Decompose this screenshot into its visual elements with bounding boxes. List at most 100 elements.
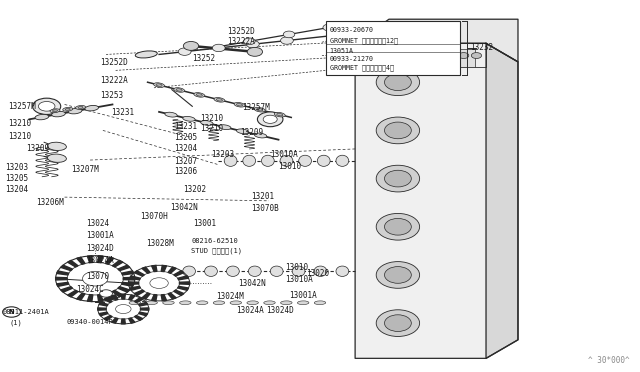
Text: ^ 30*000^: ^ 30*000^ [588, 356, 630, 365]
Text: 13206: 13206 [174, 167, 198, 176]
Ellipse shape [52, 110, 58, 112]
Polygon shape [57, 271, 68, 275]
Polygon shape [99, 302, 108, 306]
Ellipse shape [234, 102, 245, 107]
Text: 13203: 13203 [5, 163, 28, 172]
Polygon shape [124, 278, 135, 280]
Ellipse shape [376, 117, 420, 144]
Polygon shape [113, 260, 123, 267]
Ellipse shape [243, 155, 255, 166]
Circle shape [459, 52, 468, 58]
Text: 13257M: 13257M [8, 102, 36, 111]
Polygon shape [122, 282, 134, 286]
Text: 13206M: 13206M [36, 198, 63, 207]
Text: 13024C: 13024C [76, 285, 104, 294]
Ellipse shape [270, 266, 283, 276]
Polygon shape [152, 295, 157, 301]
Ellipse shape [224, 155, 237, 166]
Circle shape [471, 52, 481, 58]
Ellipse shape [173, 88, 185, 92]
Circle shape [401, 52, 412, 58]
Ellipse shape [35, 114, 49, 120]
Circle shape [116, 305, 131, 314]
Polygon shape [179, 282, 189, 284]
Polygon shape [134, 290, 145, 295]
Text: 13222A: 13222A [100, 76, 127, 85]
Ellipse shape [275, 112, 285, 117]
Text: 13024M: 13024M [216, 292, 244, 301]
Polygon shape [134, 315, 143, 320]
Text: 13252D: 13252D [227, 26, 255, 36]
Ellipse shape [68, 108, 82, 114]
Text: 13210: 13210 [200, 114, 224, 123]
Polygon shape [130, 286, 140, 290]
Polygon shape [355, 43, 518, 358]
Ellipse shape [154, 83, 164, 87]
Text: 13051A: 13051A [330, 48, 353, 54]
Polygon shape [134, 271, 145, 276]
Polygon shape [178, 276, 189, 280]
Ellipse shape [180, 301, 191, 305]
Text: 13205: 13205 [174, 132, 198, 142]
Ellipse shape [201, 121, 213, 125]
Ellipse shape [298, 301, 309, 305]
Text: 13257M: 13257M [242, 103, 270, 112]
Ellipse shape [205, 266, 218, 276]
Circle shape [263, 115, 277, 124]
Text: 13204: 13204 [174, 144, 198, 153]
Polygon shape [452, 49, 475, 67]
Polygon shape [152, 265, 157, 272]
Polygon shape [141, 308, 148, 310]
Polygon shape [118, 265, 130, 271]
Circle shape [257, 112, 283, 127]
Ellipse shape [314, 266, 327, 276]
Ellipse shape [129, 301, 141, 305]
Ellipse shape [314, 301, 326, 305]
Polygon shape [106, 257, 114, 264]
Circle shape [363, 52, 373, 58]
Text: 13252D: 13252D [100, 58, 127, 67]
Text: 13222A: 13222A [227, 37, 255, 46]
Polygon shape [56, 278, 67, 280]
Ellipse shape [264, 301, 275, 305]
Text: 13207: 13207 [174, 157, 198, 166]
Text: 13020: 13020 [306, 269, 329, 278]
Text: 13042N: 13042N [238, 279, 266, 288]
Ellipse shape [156, 84, 162, 86]
Ellipse shape [317, 155, 330, 166]
Polygon shape [129, 282, 139, 284]
Ellipse shape [227, 266, 239, 276]
Ellipse shape [237, 103, 243, 106]
Text: 13202: 13202 [182, 185, 206, 194]
Circle shape [212, 44, 225, 52]
Circle shape [323, 24, 335, 31]
Polygon shape [139, 302, 148, 306]
Ellipse shape [196, 94, 202, 96]
Ellipse shape [280, 301, 292, 305]
Polygon shape [174, 290, 184, 295]
Polygon shape [420, 49, 444, 67]
Polygon shape [98, 256, 103, 263]
Ellipse shape [219, 125, 231, 129]
Text: 08216-62510: 08216-62510 [191, 238, 237, 244]
Text: 00933-21270: 00933-21270 [330, 55, 374, 61]
Polygon shape [161, 295, 166, 301]
Polygon shape [99, 312, 108, 316]
Ellipse shape [254, 108, 265, 112]
Text: 13070H: 13070H [140, 212, 168, 221]
Ellipse shape [65, 108, 70, 110]
Polygon shape [142, 293, 150, 299]
Text: 13001A: 13001A [86, 231, 113, 240]
Ellipse shape [236, 129, 249, 134]
Ellipse shape [385, 170, 412, 187]
Polygon shape [168, 293, 176, 299]
Ellipse shape [276, 113, 283, 116]
Ellipse shape [336, 266, 349, 276]
Ellipse shape [280, 155, 293, 166]
Ellipse shape [135, 51, 157, 58]
Text: 13010: 13010 [278, 162, 301, 171]
Polygon shape [57, 282, 68, 286]
Text: 13231: 13231 [111, 109, 134, 118]
Polygon shape [98, 295, 103, 302]
Circle shape [179, 48, 191, 55]
